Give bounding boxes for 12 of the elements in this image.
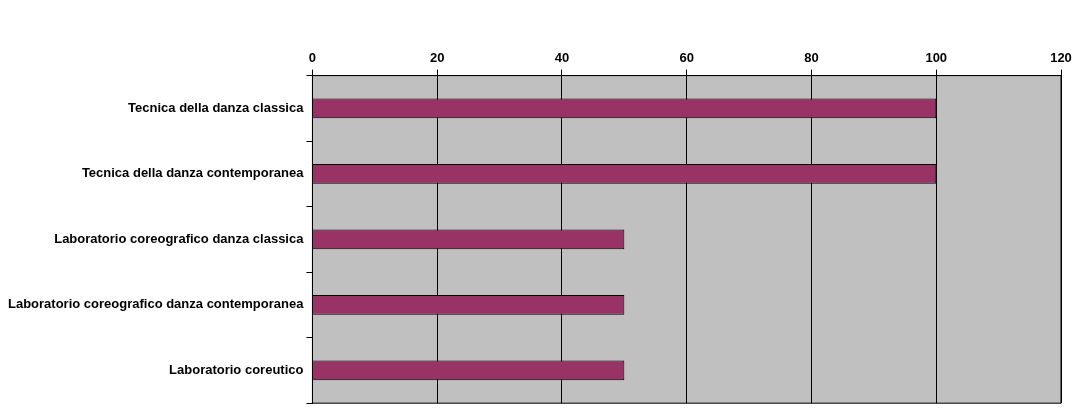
x-tick-label: 100 xyxy=(925,50,948,66)
y-tick-label: Tecnica della danza classica xyxy=(128,99,305,115)
x-tick-label: 120 xyxy=(1050,50,1072,66)
x-tick-label: 20 xyxy=(429,50,445,66)
x-tick-label: 40 xyxy=(554,50,570,66)
y-tick-label: Laboratorio coreografico danza contemporanea xyxy=(7,296,305,312)
y-tick-label: Tecnica della danza contemporanea xyxy=(81,165,305,181)
x-tick-label: 0 xyxy=(308,50,317,66)
y-tick-label: Laboratorio coreografico danza classica xyxy=(54,230,305,246)
y-tick-label: Laboratorio coreutico xyxy=(169,362,304,378)
x-tick-label: 60 xyxy=(679,50,694,66)
x-tick-label: 80 xyxy=(804,50,819,66)
